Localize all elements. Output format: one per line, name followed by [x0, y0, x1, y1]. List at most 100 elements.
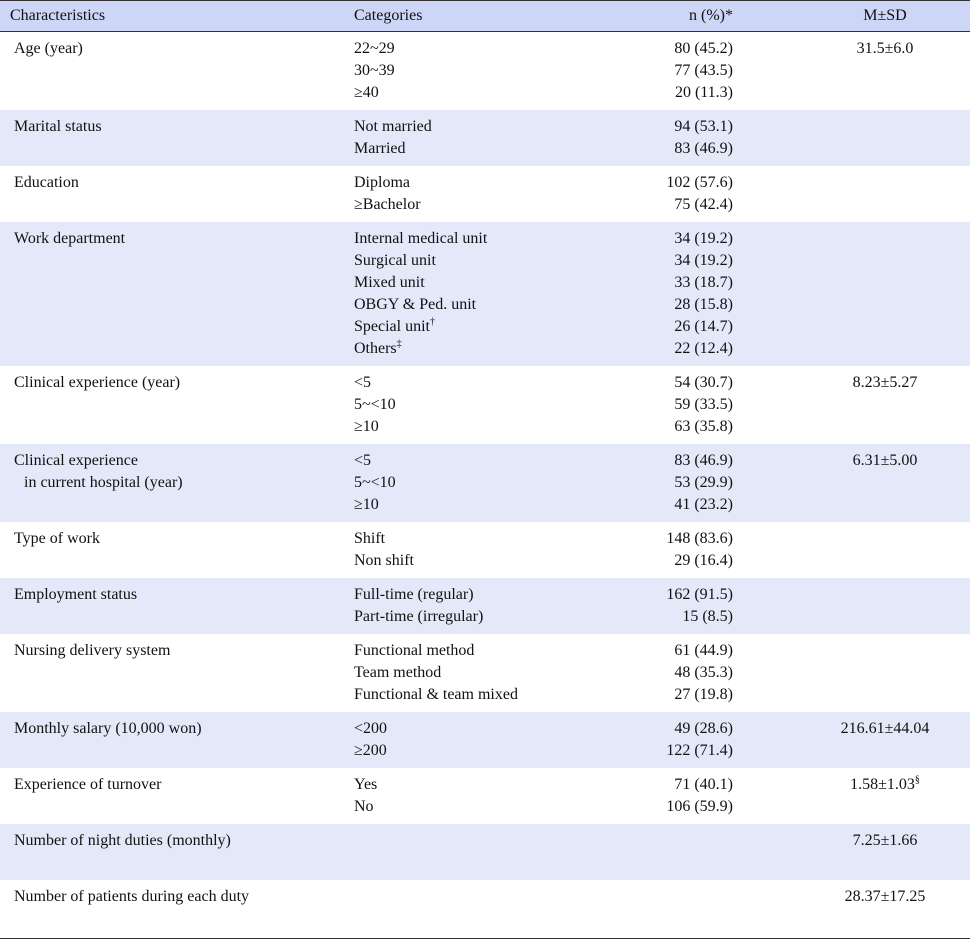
- category-label: Part-time (irregular): [354, 608, 484, 625]
- count-percent: 53 (29.9): [674, 474, 733, 491]
- category-label: Functional & team mixed: [354, 686, 518, 703]
- characteristic: in current hospital (year): [24, 474, 183, 491]
- category-label: Yes: [354, 776, 378, 793]
- category-label: 22~29: [354, 40, 395, 57]
- count-percent: 83 (46.9): [674, 140, 733, 157]
- category-label: ≥Bachelor: [354, 196, 421, 213]
- category: Shift: [354, 528, 385, 550]
- characteristic: Age (year): [14, 40, 83, 57]
- characteristic: Nursing delivery system: [14, 642, 171, 659]
- table-row: Marital status Not married 94 (53.1) Marrie…: [0, 110, 970, 166]
- count-percent: 49 (28.6): [674, 720, 733, 737]
- count-percent: 22 (12.4): [674, 340, 733, 357]
- category: ≥10: [354, 494, 379, 516]
- table-row: Type of work Shift 148 (83.6) Non shift 29 (…: [0, 522, 970, 578]
- category-label: Non shift: [354, 552, 414, 569]
- category: <5: [354, 450, 371, 472]
- category: Married: [354, 138, 406, 160]
- category: ≥200: [354, 740, 387, 762]
- category: Functional method: [354, 640, 474, 662]
- category: Full-time (regular): [354, 584, 474, 606]
- count-percent: 162 (91.5): [666, 586, 733, 603]
- count-percent: 77 (43.5): [674, 62, 733, 79]
- category-label: ≥10: [354, 496, 379, 513]
- characteristic: Experience of turnover: [14, 776, 162, 793]
- category-label: Special unit: [354, 318, 430, 335]
- count-percent: 94 (53.1): [674, 118, 733, 135]
- footnote-mark: ‡: [396, 338, 402, 350]
- category-label: <200: [354, 720, 388, 737]
- category: Yes: [354, 774, 377, 796]
- category-label: Team method: [354, 664, 442, 681]
- count-percent: 122 (71.4): [666, 742, 733, 759]
- characteristic: Clinical experience: [14, 452, 138, 469]
- category: 5~<10: [354, 394, 396, 416]
- category: Others‡: [354, 338, 402, 360]
- count-percent: 28 (15.8): [674, 296, 733, 313]
- characteristic: Work department: [14, 230, 126, 247]
- category: Diploma: [354, 172, 410, 194]
- count-percent: 54 (30.7): [674, 374, 733, 391]
- count-percent: 59 (33.5): [674, 396, 733, 413]
- category: Non shift: [354, 550, 414, 572]
- table-row: Work department Internal medical unit 34 (…: [0, 222, 970, 366]
- table-row: Clinical experience in current hospital (…: [0, 444, 970, 522]
- category: OBGY & Ped. unit: [354, 294, 476, 316]
- table-header: Characteristics Categories n (%)* M±SD: [0, 0, 970, 32]
- category-label: Mixed unit: [354, 274, 425, 291]
- category: 5~<10: [354, 472, 396, 494]
- table-row: Nursing delivery system Functional method…: [0, 634, 970, 712]
- mean-sd: 1.58±1.03§: [800, 774, 970, 796]
- category: Internal medical unit: [354, 228, 487, 250]
- mean-sd: 28.37±17.25: [800, 886, 970, 908]
- count-percent: 34 (19.2): [674, 230, 733, 247]
- category-label: Full-time (regular): [354, 586, 474, 603]
- category: Part-time (irregular): [354, 606, 483, 628]
- category: ≥40: [354, 82, 379, 104]
- characteristic: Number of patients during each duty: [14, 888, 250, 905]
- mean-sd-value: 8.23±5.27: [852, 374, 918, 391]
- mean-sd: 216.61±44.04: [800, 718, 970, 740]
- table-row: Number of night duties (monthly) 7.25±1.6…: [0, 824, 970, 880]
- category-label: ≥40: [354, 84, 379, 101]
- table-row: Experience of turnover Yes 71 (40.1) No 106 …: [0, 768, 970, 824]
- header-cell: n (%)*: [689, 7, 733, 24]
- category-label: Others: [354, 340, 397, 357]
- category-label: ≥10: [354, 418, 379, 435]
- table-row: Number of patients during each duty 28.37…: [0, 880, 970, 936]
- mean-sd: 31.5±6.0: [800, 38, 970, 60]
- category: Team method: [354, 662, 441, 684]
- count-percent: 20 (11.3): [674, 84, 733, 101]
- category-label: <5: [354, 452, 372, 469]
- count-percent: 33 (18.7): [674, 274, 733, 291]
- count-percent: 148 (83.6): [666, 530, 733, 547]
- count-percent: 26 (14.7): [674, 318, 733, 335]
- category-label: Married: [354, 140, 406, 157]
- category-label: Surgical unit: [354, 252, 436, 269]
- mean-sd-value: 31.5±6.0: [856, 40, 914, 57]
- category-label: Shift: [354, 530, 386, 547]
- category-label: 5~<10: [354, 396, 396, 413]
- footnote-mark: §: [914, 774, 920, 786]
- count-percent: 61 (44.9): [674, 642, 733, 659]
- count-percent: 41 (23.2): [674, 496, 733, 513]
- characteristic: Type of work: [14, 530, 100, 547]
- count-percent: 83 (46.9): [674, 452, 733, 469]
- category: Not married: [354, 116, 432, 138]
- category-label: 30~39: [354, 62, 395, 79]
- count-percent: 80 (45.2): [674, 40, 733, 57]
- category: <200: [354, 718, 387, 740]
- category-label: ≥200: [354, 742, 387, 759]
- category-label: Not married: [354, 118, 432, 135]
- mean-sd-value: 7.25±1.66: [852, 832, 918, 849]
- table-row: Monthly salary (10,000 won) <200 49 (28.6)…: [0, 712, 970, 768]
- count-percent: 71 (40.1): [674, 776, 733, 793]
- category: ≥Bachelor: [354, 194, 421, 216]
- count-percent: 106 (59.9): [666, 798, 733, 815]
- characteristic: Employment status: [14, 586, 138, 603]
- category: 30~39: [354, 60, 395, 82]
- count-percent: 102 (57.6): [666, 174, 733, 191]
- category-label: <5: [354, 374, 372, 391]
- mean-sd: 7.25±1.66: [800, 830, 970, 852]
